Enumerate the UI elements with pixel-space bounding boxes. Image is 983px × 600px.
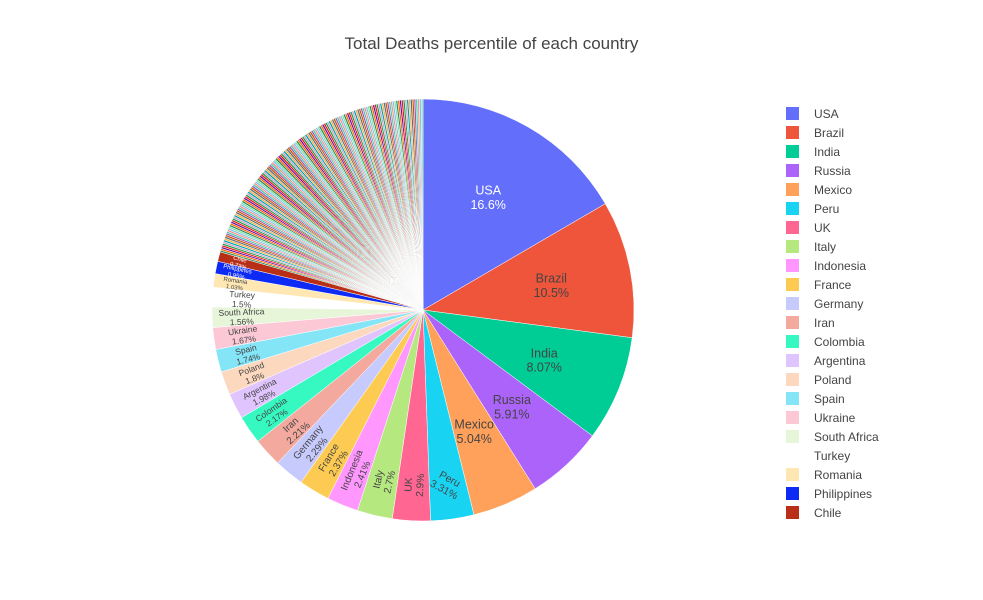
legend-swatch xyxy=(786,316,799,329)
legend-swatch xyxy=(786,183,799,196)
legend-swatch xyxy=(786,392,799,405)
legend-swatch xyxy=(786,449,799,462)
legend-label: Iran xyxy=(814,315,835,330)
legend-label: Indonesia xyxy=(814,258,867,273)
legend-item-peru[interactable]: Peru xyxy=(786,199,879,218)
chart-title: Total Deaths percentile of each country xyxy=(344,34,639,53)
legend-item-chile[interactable]: Chile xyxy=(786,503,879,522)
legend-item-uk[interactable]: UK xyxy=(786,218,879,237)
slice-label-brazil: Brazil 10.5% xyxy=(534,271,569,299)
legend-label: Peru xyxy=(814,201,840,216)
legend-item-south-africa[interactable]: South Africa xyxy=(786,427,879,446)
legend-item-argentina[interactable]: Argentina xyxy=(786,351,879,370)
legend-label: Mexico xyxy=(814,182,853,197)
legend-label: Ukraine xyxy=(814,410,856,425)
legend-swatch xyxy=(786,126,799,139)
legend-swatch xyxy=(786,354,799,367)
legend-swatch xyxy=(786,240,799,253)
legend-swatch xyxy=(786,221,799,234)
legend: USA Brazil India Russia Mexico Peru UK Italy Ind… xyxy=(786,104,879,522)
slice-label-usa: USA 16.6% xyxy=(470,184,505,212)
legend-label: Romania xyxy=(814,467,863,482)
legend-item-brazil[interactable]: Brazil xyxy=(786,123,879,142)
legend-swatch xyxy=(786,107,799,120)
legend-swatch xyxy=(786,468,799,481)
legend-item-italy[interactable]: Italy xyxy=(786,237,879,256)
legend-item-romania[interactable]: Romania xyxy=(786,465,879,484)
legend-label: Philippines xyxy=(814,486,873,501)
legend-swatch xyxy=(786,202,799,215)
legend-label: Italy xyxy=(814,239,837,254)
legend-item-mexico[interactable]: Mexico xyxy=(786,180,879,199)
slice-label-uk: UK2.9% xyxy=(403,473,427,497)
legend-label: USA xyxy=(814,106,839,121)
legend-item-iran[interactable]: Iran xyxy=(786,313,879,332)
legend-label: France xyxy=(814,277,852,292)
legend-item-poland[interactable]: Poland xyxy=(786,370,879,389)
slice-label-chile: Chile0.73% xyxy=(229,255,249,272)
legend-label: Poland xyxy=(814,372,852,387)
legend-label: Turkey xyxy=(814,448,851,463)
slice-label-philippines: Philippines0.95% xyxy=(221,264,252,282)
slice-label-turkey: Turkey1.5% xyxy=(228,289,256,310)
legend-swatch xyxy=(786,297,799,310)
legend-label: Argentina xyxy=(814,353,866,368)
slice-label-south-africa: South Africa1.56% xyxy=(218,306,265,327)
slice-label-india: India 8.07% xyxy=(526,346,561,374)
slice-label-romania: Romania1.03% xyxy=(222,277,248,293)
legend-item-germany[interactable]: Germany xyxy=(786,294,879,313)
legend-item-russia[interactable]: Russia xyxy=(786,161,879,180)
legend-swatch xyxy=(786,335,799,348)
pie-labels: USA 16.6% Brazil 10.5% India 8.07% Russia 5.91%… xyxy=(218,184,569,503)
pie-slice-usa[interactable] xyxy=(422,98,606,311)
legend-item-ukraine[interactable]: Ukraine xyxy=(786,408,879,427)
legend-item-turkey[interactable]: Turkey xyxy=(786,446,879,465)
legend-item-philippines[interactable]: Philippines xyxy=(786,484,879,503)
slice-label-ukraine: Ukraine1.67% xyxy=(227,323,259,347)
pie-slice-other[interactable] xyxy=(420,98,424,311)
pie-slice-brazil[interactable] xyxy=(422,203,635,339)
legend-item-spain[interactable]: Spain xyxy=(786,389,879,408)
legend-item-india[interactable]: India xyxy=(786,142,879,161)
slice-label-russia: Russia 5.91% xyxy=(493,393,531,421)
legend-label: Chile xyxy=(814,505,842,520)
legend-swatch xyxy=(786,164,799,177)
legend-label: Spain xyxy=(814,391,845,406)
slice-label-mexico: Mexico 5.04% xyxy=(454,418,494,446)
legend-label: Colombia xyxy=(814,334,865,349)
legend-swatch xyxy=(786,373,799,386)
legend-label: Germany xyxy=(814,296,864,311)
legend-swatch xyxy=(786,259,799,272)
slice-label-italy: Italy2.7% xyxy=(371,467,398,495)
legend-item-usa[interactable]: USA xyxy=(786,104,879,123)
legend-label: UK xyxy=(814,220,831,235)
legend-item-colombia[interactable]: Colombia xyxy=(786,332,879,351)
legend-label: India xyxy=(814,144,841,159)
legend-item-indonesia[interactable]: Indonesia xyxy=(786,256,879,275)
legend-swatch xyxy=(786,278,799,291)
pie-slice-india[interactable] xyxy=(422,309,633,437)
legend-label: South Africa xyxy=(814,429,879,444)
legend-swatch xyxy=(786,145,799,158)
legend-label: Russia xyxy=(814,163,851,178)
pie-slices xyxy=(211,98,635,522)
legend-swatch xyxy=(786,487,799,500)
legend-swatch xyxy=(786,506,799,519)
legend-item-france[interactable]: France xyxy=(786,275,879,294)
legend-label: Brazil xyxy=(814,125,845,140)
legend-swatch xyxy=(786,430,799,443)
legend-swatch xyxy=(786,411,799,424)
